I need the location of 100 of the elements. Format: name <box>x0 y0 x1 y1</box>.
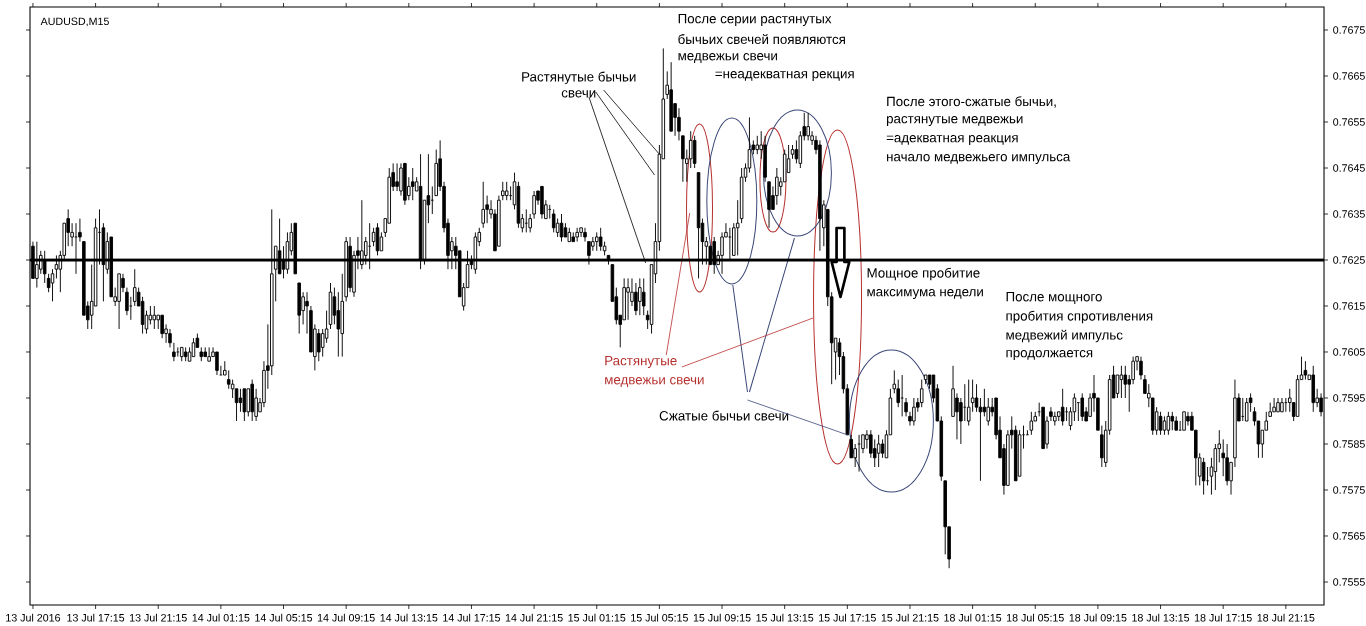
y-tick-label: 0.7585 <box>1333 440 1365 448</box>
candlestick <box>908 411 912 427</box>
candlestick <box>865 429 869 450</box>
y-tick-label: 0.7575 <box>1333 486 1365 494</box>
candlestick <box>798 130 803 169</box>
candlestick <box>955 392 959 440</box>
y-tick-label: 0.7615 <box>1333 302 1365 310</box>
y-tick-label: 0.7565 <box>1333 532 1365 540</box>
annotation: растянутые медвежьи <box>886 116 1023 126</box>
candlestick <box>974 383 979 413</box>
annotation: Растянутые <box>605 356 677 368</box>
x-tick-label: 14 Jul 09:15 <box>317 613 375 622</box>
candlestick <box>810 130 814 146</box>
candlestick <box>399 162 403 197</box>
candlestick <box>794 139 799 164</box>
x-tick-label: 13 Jul 21:15 <box>129 613 187 622</box>
candlestick <box>1201 457 1206 496</box>
candlestick <box>172 342 176 362</box>
candlestick <box>516 181 521 229</box>
candlestick <box>900 374 904 417</box>
candlestick <box>963 383 967 422</box>
x-tick-label: 14 Jul 13:15 <box>380 613 438 622</box>
x-tick-label: 15 Jul 17:15 <box>819 613 876 622</box>
candlestick <box>410 167 415 201</box>
candlestick <box>739 167 744 224</box>
annotation: Мощное пробитие <box>867 267 980 281</box>
annotation: =неадекватная рекция <box>715 71 854 81</box>
candlestick <box>132 268 137 307</box>
candlestick <box>262 360 266 408</box>
annotation: =адекватная реакция <box>886 135 1018 145</box>
text: AUDUSD,M15 <box>40 17 109 27</box>
candlestick <box>254 388 258 422</box>
x-tick-label: 18 Jul 13:15 <box>1132 613 1190 622</box>
y-tick-label: 0.7665 <box>1333 72 1365 80</box>
candlestick <box>168 328 172 348</box>
candlestick <box>966 379 971 427</box>
candlestick <box>1205 466 1210 486</box>
annotation: Растянутые бычьи свечи <box>522 71 636 98</box>
candlestick <box>371 227 376 247</box>
candlestick <box>818 139 822 252</box>
annotation: максимума недели <box>867 289 983 299</box>
candlestick <box>626 277 630 321</box>
candlestick <box>806 112 810 141</box>
x-tick-label: 15 Jul 01:15 <box>568 613 626 622</box>
annotation: бычьих свечей появляются <box>678 33 845 45</box>
annotation: медвежьи свечи <box>678 53 777 63</box>
x-tick-label: 15 Jul 21:15 <box>881 613 939 622</box>
candlestick <box>1186 411 1190 427</box>
x-tick-label: 14 Jul 01:15 <box>192 613 250 622</box>
x-tick-label: 18 Jul 05:15 <box>1007 613 1064 622</box>
candlestick <box>548 204 552 220</box>
candlestick <box>1131 356 1135 385</box>
candlestick <box>336 291 341 358</box>
x-tick-label: 13 Jul 2016 <box>6 613 61 622</box>
candlestick <box>50 268 55 302</box>
y-tick-label: 0.7555 <box>1333 578 1365 586</box>
x-tick-label: 18 Jul 17:15 <box>1194 613 1252 622</box>
y-tick-label: 0.7635 <box>1333 210 1365 218</box>
candlestick <box>912 397 916 427</box>
candlestick <box>176 346 180 358</box>
annotation: медвежий импульс <box>1006 329 1123 343</box>
candlestick <box>1053 411 1057 427</box>
y-tick-label: 0.7655 <box>1333 118 1365 126</box>
x-tick-label: 14 Jul 05:15 <box>255 613 313 622</box>
candlestick <box>575 227 579 243</box>
candlestick <box>1241 397 1245 422</box>
x-tick-label: 14 Jul 21:15 <box>505 613 563 622</box>
y-tick-label: 0.7605 <box>1333 348 1365 356</box>
candlestick <box>1064 406 1069 422</box>
candlestick <box>129 296 133 321</box>
x-tick-label: 13 Jul 17:15 <box>67 613 125 622</box>
candlestick <box>1072 392 1077 422</box>
candlestick <box>551 208 556 233</box>
annotation: Сжатые бычьи свечи <box>659 410 789 421</box>
x-tick-label: 15 Jul 09:15 <box>693 613 751 622</box>
candlestick <box>1221 438 1225 477</box>
candlestick <box>508 185 513 201</box>
candlestick <box>872 438 877 468</box>
x-tick-label: 15 Jul 13:15 <box>756 613 814 622</box>
candlestick <box>317 328 321 362</box>
candlestick <box>395 162 399 192</box>
x-tick-label: 18 Jul 21:15 <box>1257 613 1315 622</box>
candlestick <box>320 328 325 358</box>
annotation: После этого-сжатые бычьи, <box>887 96 1056 108</box>
candlestick <box>591 236 595 252</box>
y-tick-label: 0.7625 <box>1333 256 1365 264</box>
candlestick <box>1162 415 1167 436</box>
annotation: начало медвежьего импульса <box>887 154 1071 164</box>
annotation: После мощного <box>1006 292 1102 304</box>
candlestick <box>524 208 529 233</box>
candlestick <box>481 181 485 229</box>
x-tick-label: 18 Jul 01:15 <box>944 613 1002 622</box>
annotation: медвежьи свечи <box>605 377 704 387</box>
candlestick <box>638 277 642 316</box>
y-tick-label: 0.7595 <box>1333 394 1365 402</box>
candlestick <box>869 429 873 459</box>
x-tick-label: 18 Jul 09:15 <box>1069 613 1127 622</box>
annotation: пробития спротивления <box>1006 310 1153 324</box>
candlestick <box>1166 411 1171 436</box>
candlestick <box>1284 397 1288 413</box>
